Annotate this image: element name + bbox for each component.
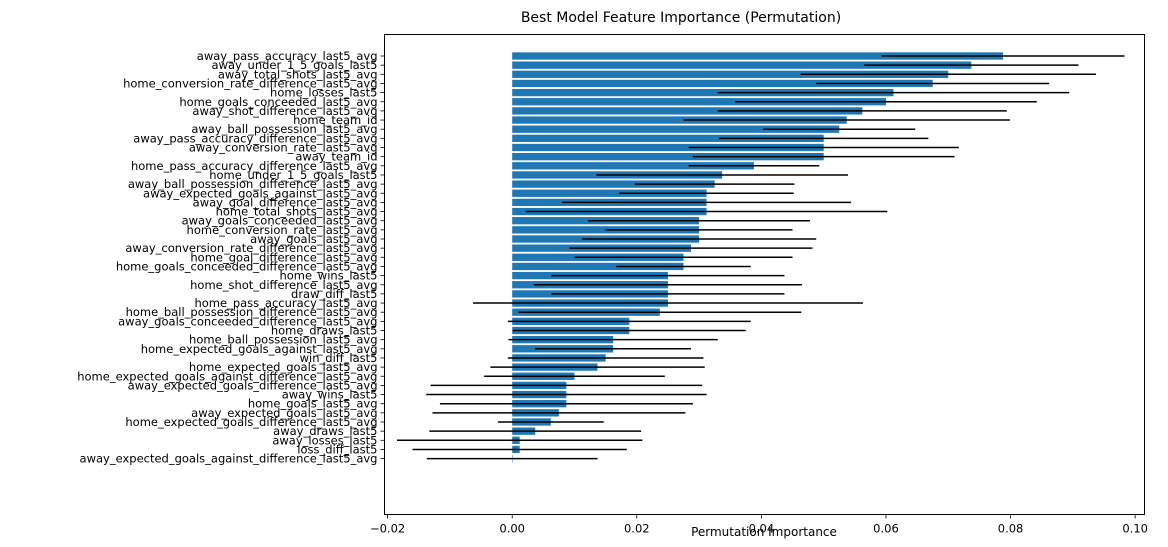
bar [512,61,972,69]
x-tick-label: 0.06 [873,522,899,536]
y-tick-label: away_total_shots_last5_avg [218,67,378,81]
y-tick-label: away_draws_last5 [273,424,377,438]
bar [512,125,840,133]
y-tick-label: home_expected_goals_against_difference_l… [77,369,377,383]
bar [512,116,847,124]
y-axis-ticks: away_pass_accuracy_last5_avgaway_under_1… [77,49,385,466]
y-tick-label: away_ball_possession_last5_avg [191,122,377,136]
x-tick-label: 0.04 [749,522,775,536]
y-tick-label: away_shot_difference_last5_avg [192,104,377,118]
bar [512,189,707,197]
bar [512,262,684,271]
y-tick-label: home_goal_difference_last5_avg [190,250,377,264]
y-tick-label: away_expected_goals_last5_avg [191,406,377,420]
chart-title: Best Model Feature Importance (Permutati… [521,10,841,26]
y-tick-label: home_team_id [293,113,377,127]
y-tick-label: home_pass_accuracy_difference_last5_avg [131,159,378,173]
y-tick-label: away_expected_goals_against_difference_l… [80,452,378,466]
x-tick-label: 0.10 [1122,522,1148,536]
error-bars-layer [396,55,1125,460]
y-tick-label: away_under_1_5_goals_last5 [212,58,378,72]
y-tick-label: home_losses_last5 [270,86,377,100]
y-tick-label: home_pass_accuracy_last5_avg [194,296,377,310]
x-axis-label: Permutation Importance [691,525,837,539]
plot-frame [384,34,1145,515]
x-tick-label: 0.02 [624,522,650,536]
bar [512,162,754,170]
bar [512,79,933,88]
y-tick-label: away_team_id [295,150,377,164]
bar [512,152,824,161]
y-tick-label: away_pass_accuracy_difference_last5_avg [133,131,377,145]
bar [512,70,949,78]
bar [512,134,824,143]
y-tick-label: home_conversion_rate_difference_last5_av… [123,76,377,90]
y-tick-label: away_goals_conceeded_difference_last5_av… [118,314,377,328]
y-tick-label: home_under_1_5_goals_last5 [209,168,377,182]
x-axis-ticks: −0.02 0.00 0.02 0.04 0.06 0.08 0.10 [370,514,1148,536]
y-tick-label: away_expected_goals_against_last5_avg [143,186,377,200]
y-tick-label: away_pass_accuracy_last5_avg [197,49,378,63]
y-tick-label: home_goals_conceeded_last5_avg [179,95,377,109]
bar [512,143,824,152]
y-tick-label: away_goals_conceeded_last5_avg [182,214,378,228]
y-tick-label: home_goals_conceeded_difference_last5_av… [116,259,378,273]
y-tick-label: home_total_shots_last5_avg [216,205,378,219]
x-tick-label: 0.08 [998,522,1024,536]
y-tick-label: away_losses_last5 [272,433,377,447]
y-tick-label: home_ball_possession_last5_avg [189,333,377,347]
y-tick-label: home_wins_last5 [279,269,377,283]
y-tick-label: home_ball_possession_difference_last5_av… [126,305,378,319]
x-tick-label: −0.02 [370,522,405,536]
y-tick-label: home_expected_goals_difference_last5_avg [125,415,377,429]
y-tick-label: away_conversion_rate_last5_avg [189,141,378,155]
x-tick-label: 0.00 [499,522,525,536]
y-tick-label: away_wins_last5 [282,388,378,402]
y-tick-label: win_diff_last5 [300,351,378,365]
y-tick-label: home_goals_last5_avg [248,397,378,411]
y-tick-label: away_expected_goals_difference_last5_avg [128,378,378,392]
y-tick-label: home_conversion_rate_last5_avg [187,223,378,237]
y-tick-label: home_expected_goals_against_last5_avg [141,342,378,356]
y-tick-label: home_shot_difference_last5_avg [190,278,377,292]
bar [512,88,894,97]
bar [512,98,886,106]
y-tick-label: loss_diff_last5 [297,442,377,456]
y-tick-label: away_goals_last5_avg [250,232,377,246]
bar [512,107,863,115]
y-tick-label: draw_diff_last5 [291,287,377,301]
y-tick-label: home_draws_last5 [271,324,378,338]
y-tick-label: away_ball_possession_difference_last5_av… [128,177,378,191]
bar [512,180,715,188]
bar [512,52,1004,60]
y-tick-label: home_expected_goals_last5_avg [189,360,378,374]
y-tick-label: away_goal_difference_last5_avg [193,195,378,209]
y-tick-label: away_conversion_rate_difference_last5_av… [125,241,377,255]
